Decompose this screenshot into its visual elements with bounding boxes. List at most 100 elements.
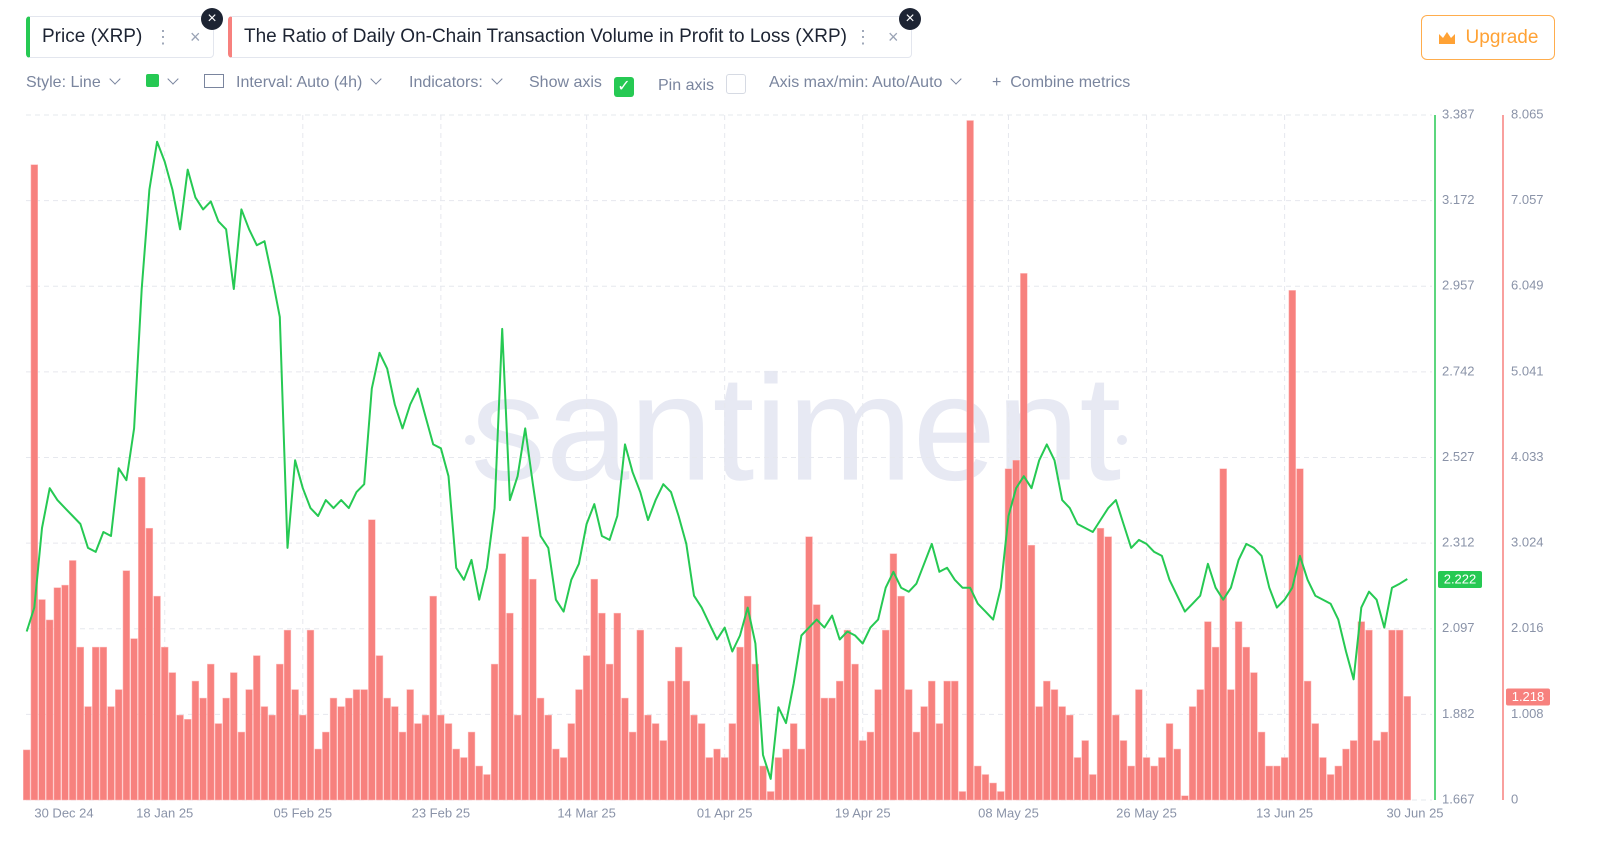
bar [352, 689, 361, 801]
bar [391, 706, 399, 801]
bar [759, 765, 767, 801]
bar [958, 791, 967, 801]
bar [721, 757, 729, 801]
bar [306, 629, 315, 801]
remove-button[interactable]: × [899, 8, 921, 30]
color-select[interactable] [146, 73, 179, 92]
tab-price[interactable]: Price (XRP) ⋮ × [26, 16, 214, 58]
bar [575, 689, 583, 801]
bar [122, 570, 131, 801]
bar [797, 748, 806, 801]
bar [621, 697, 629, 801]
bar [1173, 748, 1181, 801]
bar [329, 697, 338, 801]
bar [774, 757, 783, 801]
label: Pin axis [658, 77, 715, 94]
bar [667, 680, 675, 801]
x-tick-label: 18 Jan 25 [136, 805, 193, 820]
bar [1150, 765, 1158, 801]
close[interactable]: × [190, 26, 201, 47]
bar [1096, 527, 1105, 801]
bar [199, 697, 207, 801]
bar [1303, 680, 1312, 801]
bar [230, 672, 238, 801]
bar [268, 714, 276, 801]
y-tick-label: 2.957 [1442, 278, 1475, 293]
bar [544, 714, 552, 801]
bar [1349, 740, 1358, 801]
watermark-dot [1117, 435, 1127, 445]
combine-metrics[interactable]: + Combine metrics [992, 74, 1131, 91]
pin-axis[interactable]: Pin axis [658, 74, 747, 95]
bar [184, 719, 192, 801]
close[interactable]: × [888, 26, 899, 47]
bar [1211, 646, 1220, 801]
y2-tick-label: 8.065 [1511, 106, 1544, 121]
bar [1020, 273, 1028, 801]
bar [398, 731, 407, 801]
bar [644, 714, 652, 801]
x-tick-label: 30 Dec 24 [34, 805, 93, 820]
bar [552, 748, 560, 801]
bar [191, 680, 200, 801]
bar [1319, 757, 1327, 801]
watermark-dot [465, 435, 475, 445]
bar [713, 748, 721, 801]
bar [851, 663, 859, 801]
y2-tick-label: 7.057 [1511, 192, 1544, 207]
style-select[interactable]: Style: Line [26, 73, 121, 92]
bar [161, 646, 169, 801]
axis-minmax-select[interactable]: Axis max/min: Auto/Auto [769, 73, 963, 92]
bar [767, 791, 775, 801]
current-value-box [1438, 570, 1482, 588]
remove-button[interactable]: × [201, 8, 223, 30]
menu[interactable]: ⋮ [154, 26, 172, 47]
bar [1058, 706, 1066, 801]
bar [889, 553, 898, 801]
bar [736, 646, 744, 801]
bar [598, 612, 606, 801]
y-tick-label: 2.742 [1442, 363, 1475, 378]
bar [314, 748, 322, 801]
bar [490, 663, 499, 801]
bar [966, 120, 974, 801]
y2-tick-label: 5.041 [1511, 363, 1544, 378]
bar [1119, 740, 1128, 801]
bar [782, 748, 790, 801]
upgrade-button[interactable]: Upgrade [1421, 15, 1555, 60]
bar [590, 578, 598, 801]
y-tick-label: 1.667 [1442, 791, 1475, 806]
indicators-select[interactable]: Indicators: [409, 73, 503, 92]
bar [605, 663, 614, 801]
bar [176, 714, 184, 801]
x-tick-label: 13 Jun 25 [1256, 805, 1313, 820]
bar [467, 731, 476, 801]
label: Axis max/min: Auto/Auto [769, 74, 943, 91]
bar [1089, 774, 1097, 801]
bar [912, 731, 921, 801]
tab-ratio[interactable]: The Ratio of Daily On-Chain Transaction … [228, 16, 912, 58]
interval-select[interactable]: Interval: Auto (4h) [204, 73, 382, 92]
bar [1227, 689, 1235, 801]
bar [506, 612, 514, 801]
bar [337, 706, 345, 801]
watermark: santiment [471, 344, 1121, 512]
bar [1372, 740, 1381, 801]
bar [237, 731, 246, 801]
bar [84, 706, 92, 801]
bar [874, 689, 882, 801]
show-axis[interactable]: Show axis ✓ [529, 74, 634, 97]
current-value-label: 1.218 [1512, 689, 1545, 704]
bar [828, 697, 836, 801]
bar [1257, 731, 1266, 801]
bar [744, 595, 752, 801]
menu[interactable]: ⋮ [854, 26, 872, 47]
x-tick-label: 30 Jun 25 [1386, 805, 1443, 820]
bar [1250, 672, 1258, 801]
y2-tick-label: 6.049 [1511, 278, 1544, 293]
bar [460, 757, 468, 801]
bar [989, 782, 997, 801]
bar [1380, 731, 1388, 801]
label: Interval: Auto (4h) [236, 74, 363, 91]
